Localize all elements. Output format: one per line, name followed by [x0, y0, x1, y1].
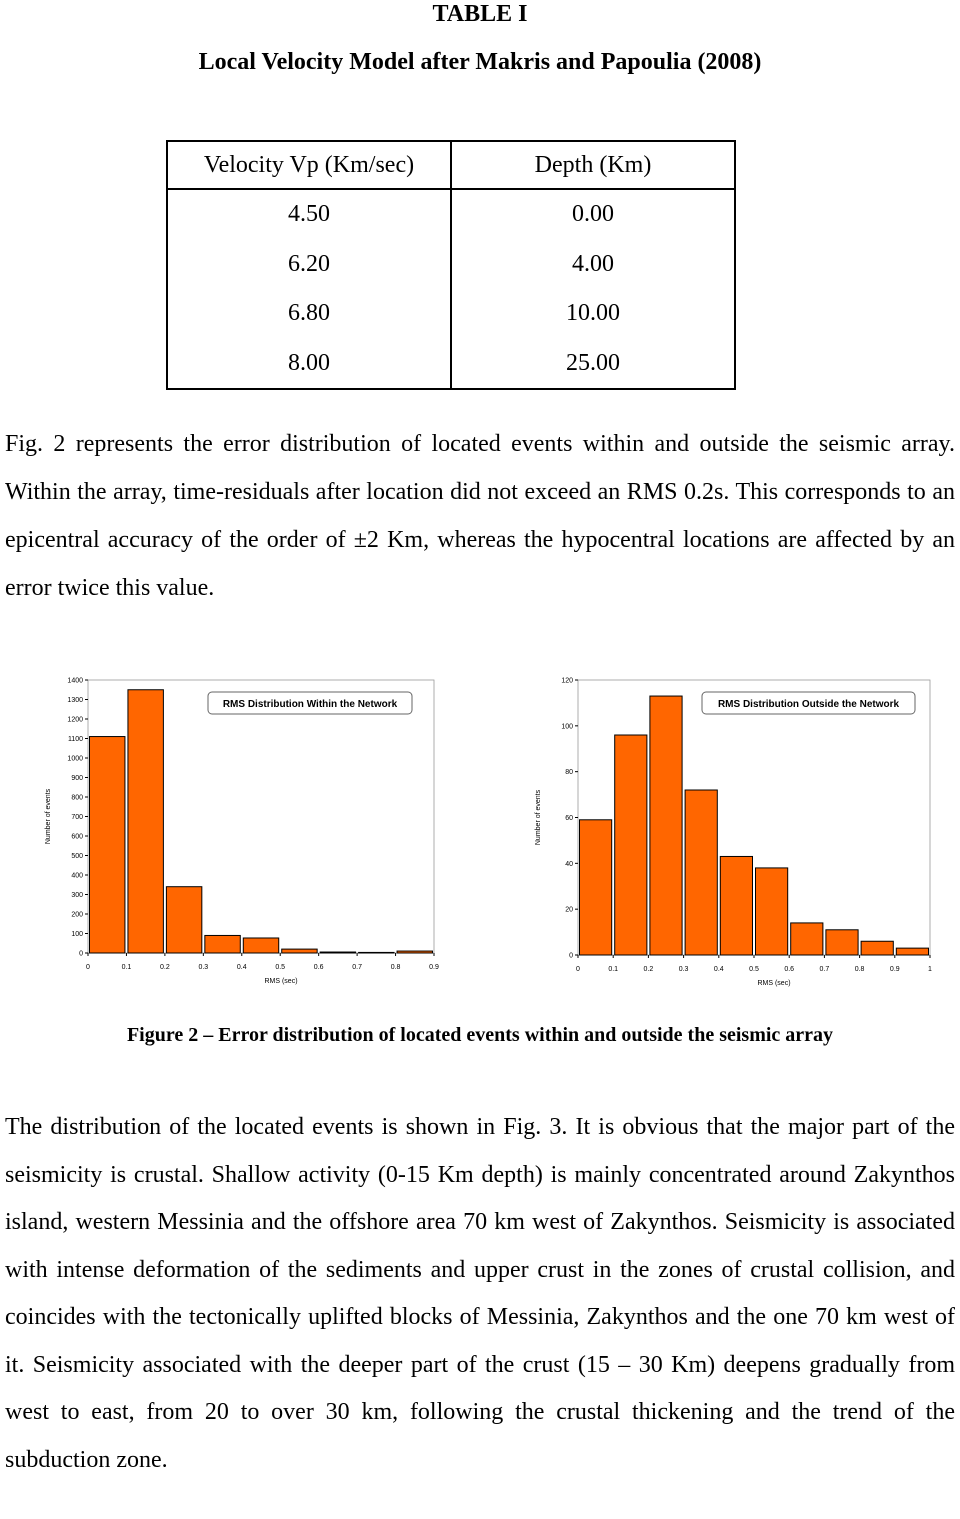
bar: [396, 950, 433, 954]
x-axis-label: RMS (sec): [757, 980, 790, 987]
table-subtitle: Local Velocity Model after Makris and Pa…: [198, 49, 762, 75]
bar: [755, 867, 789, 956]
y-axis-label: Number of events: [45, 788, 52, 844]
x-tick-label: 0.8: [391, 964, 401, 971]
cell: 10.00: [450, 289, 736, 339]
bar: [825, 929, 859, 956]
y-tick-label: 700: [71, 814, 83, 821]
y-tick-label: 0: [569, 953, 573, 960]
cell: 6.20: [166, 239, 452, 289]
bar: [790, 922, 824, 956]
y-tick-label: 1300: [67, 697, 83, 704]
title-box: [701, 691, 916, 715]
bar: [204, 934, 241, 954]
y-tick-label: 80: [565, 769, 573, 776]
bar: [127, 689, 164, 954]
y-tick-label: 200: [71, 912, 83, 919]
bar: [89, 736, 126, 954]
column-header: Velocity Vp (Km/sec): [166, 140, 452, 190]
x-tick-label: 0.7: [352, 964, 362, 971]
velocity-table: Velocity Vp (Km/sec) Depth (Km) 4.50 0.00 …: [166, 140, 736, 390]
x-tick-label: 0.9: [890, 966, 900, 973]
bar: [614, 734, 648, 956]
y-tick-label: 1200: [67, 717, 83, 724]
cell: 4.00: [450, 239, 736, 289]
bar: [895, 947, 929, 956]
y-tick-label: 60: [565, 815, 573, 822]
x-tick-label: 0.2: [644, 966, 654, 973]
y-tick-label: 1100: [68, 736, 83, 743]
y-tick-label: 300: [71, 892, 83, 899]
chart-title: RMS Distribution Within the Network: [223, 699, 398, 710]
y-tick-label: 400: [71, 873, 83, 880]
y-tick-label: 120: [561, 678, 573, 685]
cell: 4.50: [166, 189, 452, 240]
title-box: [207, 691, 413, 715]
bar: [281, 948, 318, 954]
bar: [579, 819, 613, 956]
bar: [649, 695, 683, 956]
y-tick-label: 900: [71, 775, 83, 782]
table-title: TABLE I: [432, 1, 528, 27]
bar: [165, 886, 203, 954]
paragraph: The distribution of the located events i…: [5, 1114, 955, 1473]
x-tick-label: 0.8: [855, 966, 865, 973]
bar: [860, 940, 894, 956]
y-tick-label: 800: [71, 795, 83, 802]
bar: [242, 937, 280, 954]
x-tick-label: 0: [86, 964, 90, 971]
y-tick-label: 0: [79, 951, 83, 958]
figure-caption: Figure 2 – Error distribution of located…: [126, 1024, 834, 1046]
x-tick-label: 0.1: [122, 964, 132, 971]
y-tick-label: 20: [565, 907, 573, 914]
x-tick-label: 0.5: [749, 966, 759, 973]
x-tick-label: 0.1: [608, 966, 618, 973]
column-header: Depth (Km): [450, 140, 736, 190]
cell: 8.00: [166, 338, 452, 390]
y-tick-label: 500: [71, 853, 83, 860]
x-tick-label: 0.9: [429, 964, 439, 971]
y-tick-label: 600: [71, 834, 83, 841]
bar: [719, 855, 753, 956]
y-tick-label: 1000: [67, 756, 83, 763]
y-axis-label: Number of events: [535, 789, 542, 845]
y-tick-label: 100: [561, 723, 573, 730]
paragraph: Fig. 2 represents the error distribution…: [5, 431, 955, 601]
chart-title: RMS Distribution Outside the Network: [718, 699, 900, 710]
bar: [358, 951, 395, 954]
x-tick-label: 0: [576, 966, 580, 973]
cell: 0.00: [450, 189, 736, 240]
x-tick-label: 0.4: [714, 966, 724, 973]
bar: [319, 951, 357, 954]
cell: 6.80: [166, 289, 452, 339]
y-tick-label: 40: [565, 861, 573, 868]
x-tick-label: 0.3: [679, 966, 689, 973]
x-axis-label: RMS (sec): [264, 978, 297, 985]
cell: 25.00: [450, 338, 736, 390]
x-tick-label: 0.2: [160, 964, 170, 971]
x-tick-label: 0.6: [784, 966, 794, 973]
y-tick-label: 1400: [67, 678, 83, 685]
x-tick-label: 0.4: [237, 964, 247, 971]
figure: 0100200300400500600700800900100011001200…: [45, 678, 932, 988]
x-tick-label: 1: [928, 966, 932, 973]
x-tick-label: 0.7: [820, 966, 830, 973]
y-tick-label: 100: [71, 931, 83, 938]
x-tick-label: 0.3: [198, 964, 208, 971]
x-tick-label: 0.6: [314, 964, 324, 971]
x-tick-label: 0.5: [275, 964, 285, 971]
bar: [684, 789, 718, 956]
